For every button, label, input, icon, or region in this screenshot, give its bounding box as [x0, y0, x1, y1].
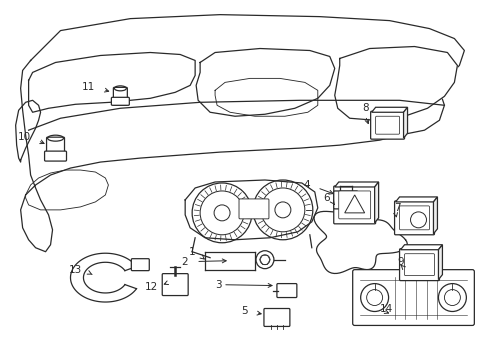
FancyBboxPatch shape [113, 87, 127, 105]
FancyBboxPatch shape [47, 137, 65, 159]
Polygon shape [400, 245, 442, 250]
FancyBboxPatch shape [45, 151, 67, 161]
Text: 8: 8 [363, 103, 369, 113]
FancyBboxPatch shape [353, 270, 474, 325]
Polygon shape [395, 197, 438, 202]
Text: 12: 12 [145, 282, 158, 292]
FancyBboxPatch shape [131, 259, 149, 271]
FancyBboxPatch shape [264, 309, 290, 327]
Text: 5: 5 [242, 306, 248, 316]
Polygon shape [28, 53, 195, 112]
FancyBboxPatch shape [405, 254, 435, 276]
Polygon shape [21, 15, 465, 252]
FancyBboxPatch shape [277, 284, 297, 298]
Text: 3: 3 [215, 280, 221, 289]
Text: 13: 13 [69, 265, 82, 275]
FancyBboxPatch shape [370, 111, 405, 139]
Polygon shape [196, 49, 335, 116]
Polygon shape [314, 206, 407, 274]
Text: 1: 1 [189, 247, 195, 257]
Text: 6: 6 [323, 193, 330, 203]
Polygon shape [185, 180, 318, 240]
FancyBboxPatch shape [394, 201, 435, 235]
Text: 10: 10 [18, 132, 30, 142]
FancyBboxPatch shape [334, 191, 358, 209]
Text: 11: 11 [82, 82, 96, 93]
FancyBboxPatch shape [334, 186, 376, 224]
FancyBboxPatch shape [162, 274, 188, 296]
Text: 14: 14 [380, 305, 393, 315]
Text: 7: 7 [394, 203, 401, 213]
FancyBboxPatch shape [111, 97, 129, 105]
Text: 4: 4 [303, 180, 310, 190]
Polygon shape [371, 107, 408, 112]
Polygon shape [434, 197, 438, 234]
Polygon shape [404, 107, 408, 138]
Polygon shape [335, 46, 457, 120]
Polygon shape [335, 182, 379, 187]
Polygon shape [375, 182, 379, 223]
FancyBboxPatch shape [339, 191, 370, 219]
Text: 9: 9 [397, 257, 404, 267]
Polygon shape [439, 245, 442, 280]
FancyBboxPatch shape [376, 116, 399, 134]
FancyBboxPatch shape [399, 206, 429, 230]
Text: 2: 2 [181, 257, 188, 267]
FancyBboxPatch shape [399, 249, 440, 280]
FancyBboxPatch shape [239, 199, 269, 219]
